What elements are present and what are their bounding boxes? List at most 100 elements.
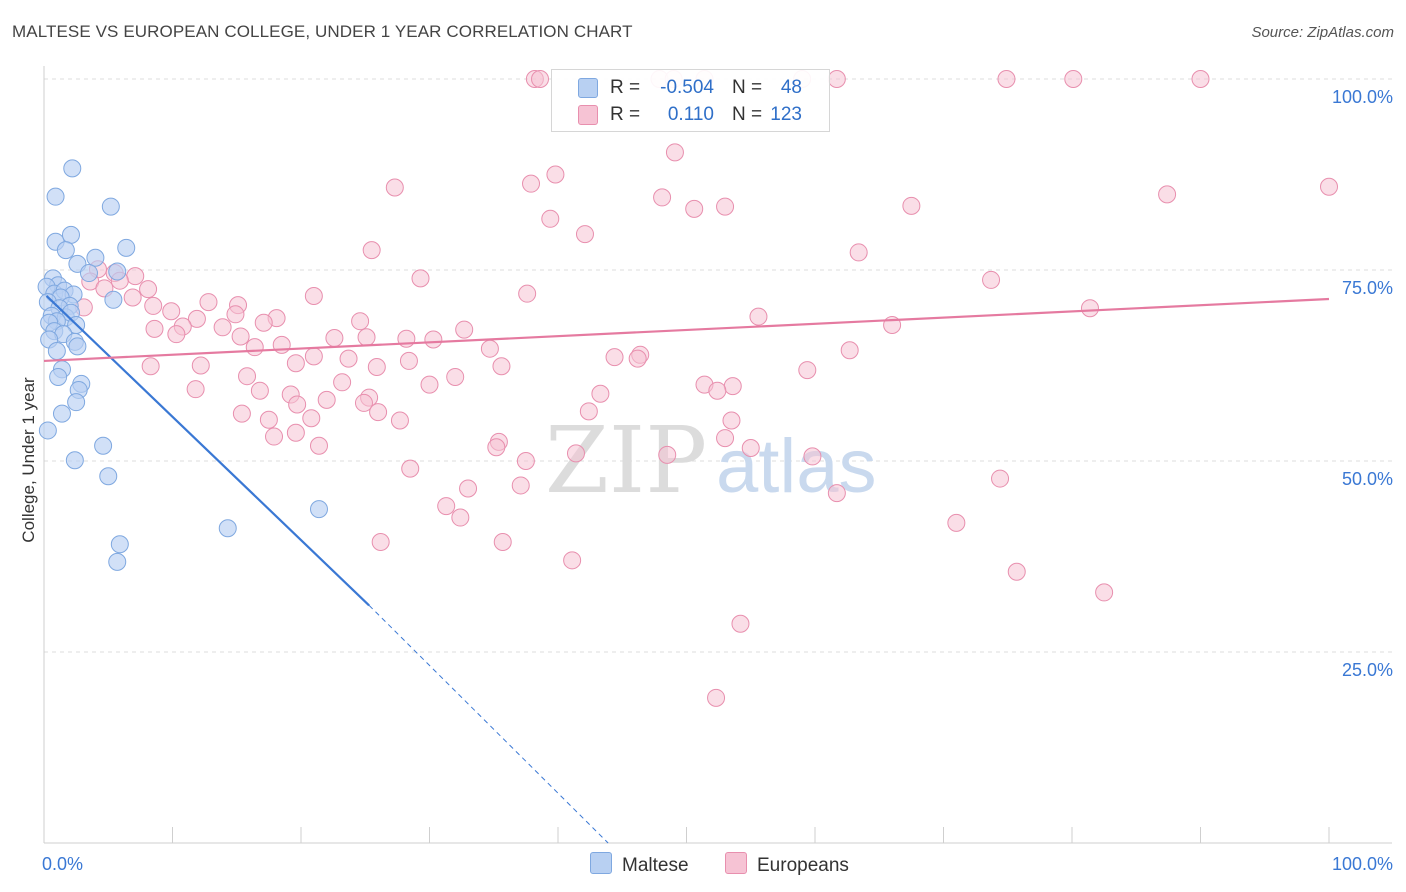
chart-source: Source: ZipAtlas.com bbox=[1251, 24, 1394, 41]
europeans-point bbox=[304, 286, 323, 305]
maltese-point bbox=[101, 197, 120, 216]
maltese-point bbox=[110, 535, 129, 554]
europeans-point bbox=[531, 70, 550, 88]
europeans-point bbox=[518, 284, 537, 303]
legend-r-value: 0.110 bbox=[667, 104, 714, 125]
europeans-point bbox=[199, 293, 218, 312]
europeans-point bbox=[302, 409, 321, 428]
bottom-legend-europeans: Europeans bbox=[725, 852, 849, 877]
europeans-point bbox=[367, 358, 386, 377]
europeans-point bbox=[493, 532, 512, 551]
bottom-legend-maltese: Maltese bbox=[590, 852, 689, 877]
europeans-point bbox=[451, 508, 470, 527]
europeans-point bbox=[167, 325, 186, 344]
watermark-atlas: atlas bbox=[716, 424, 877, 509]
legend-row-maltese: R = -0.504 N = 48 bbox=[552, 75, 829, 101]
maltese-legend-label: Maltese bbox=[622, 855, 689, 876]
maltese-point bbox=[68, 337, 87, 356]
europeans-point bbox=[126, 267, 145, 286]
tick-labels: 25.0% 50.0% 75.0% 100.0% 0.0% 100.0% bbox=[42, 87, 1393, 874]
x-tick-label: 0.0% bbox=[42, 854, 83, 874]
europeans-point bbox=[226, 305, 245, 324]
maltese-point bbox=[108, 552, 127, 571]
europeans-point bbox=[446, 367, 465, 386]
europeans-point bbox=[522, 174, 541, 193]
europeans-point bbox=[541, 209, 560, 228]
europeans-point bbox=[741, 439, 760, 458]
chart-title: MALTESE VS EUROPEAN COLLEGE, UNDER 1 YEA… bbox=[12, 22, 633, 41]
europeans-point bbox=[286, 354, 305, 373]
maltese-point bbox=[86, 248, 105, 267]
maltese-swatch bbox=[578, 78, 598, 98]
maltese-point bbox=[117, 238, 136, 257]
europeans-point bbox=[420, 375, 439, 394]
maltese-point bbox=[56, 241, 75, 260]
y-tick-label: 50.0% bbox=[1342, 469, 1393, 489]
maltese-point bbox=[104, 290, 123, 309]
watermark-zip: ZIP bbox=[545, 407, 707, 514]
maltese-point bbox=[52, 404, 71, 423]
europeans-point bbox=[371, 532, 390, 551]
europeans-point bbox=[144, 296, 163, 315]
europeans-point bbox=[354, 393, 373, 412]
europeans-point bbox=[731, 614, 750, 633]
europeans-point bbox=[605, 348, 624, 367]
europeans-point bbox=[390, 411, 409, 430]
y-tick-label: 100.0% bbox=[1332, 87, 1393, 107]
europeans-point bbox=[162, 302, 181, 321]
axes bbox=[43, 66, 1392, 844]
maltese-point bbox=[46, 187, 65, 206]
europeans-point bbox=[145, 319, 164, 338]
europeans-point bbox=[325, 328, 344, 347]
europeans-point bbox=[333, 373, 352, 392]
europeans-point bbox=[1064, 70, 1083, 88]
europeans-point bbox=[259, 410, 278, 429]
europeans-point bbox=[1095, 583, 1114, 602]
europeans-point bbox=[357, 328, 376, 347]
legend-n-label: N = bbox=[732, 104, 763, 125]
maltese-point bbox=[309, 500, 328, 519]
maltese-trend-line bbox=[45, 295, 370, 607]
europeans-point bbox=[186, 380, 205, 399]
europeans-point bbox=[401, 459, 420, 478]
europeans-point bbox=[707, 688, 726, 707]
maltese-points bbox=[37, 159, 328, 571]
europeans-point bbox=[139, 280, 158, 299]
europeans-point bbox=[723, 377, 742, 396]
europeans-point bbox=[362, 241, 381, 260]
europeans-point bbox=[658, 445, 677, 464]
europeans-point bbox=[399, 351, 418, 370]
maltese-point bbox=[49, 367, 68, 386]
europeans-point bbox=[653, 188, 672, 207]
europeans-point bbox=[997, 70, 1016, 88]
europeans-point bbox=[1320, 177, 1338, 196]
europeans-point bbox=[123, 288, 142, 307]
maltese-point bbox=[99, 467, 118, 486]
europeans-point bbox=[511, 476, 530, 495]
europeans-point bbox=[849, 243, 868, 262]
europeans-point bbox=[563, 551, 582, 570]
trend-lines bbox=[43, 295, 1330, 844]
europeans-point bbox=[685, 199, 704, 218]
europeans-trend-line bbox=[43, 297, 1330, 363]
maltese-point bbox=[67, 393, 86, 412]
europeans-point bbox=[1191, 70, 1210, 88]
europeans-point bbox=[566, 444, 585, 463]
maltese-point bbox=[63, 159, 82, 178]
europeans-point bbox=[265, 427, 284, 446]
europeans-point bbox=[708, 381, 727, 400]
europeans-point bbox=[385, 178, 404, 197]
y-tick-label: 75.0% bbox=[1342, 278, 1393, 298]
maltese-swatch bbox=[590, 852, 612, 874]
legend-n-value: 123 bbox=[770, 104, 802, 125]
europeans-point bbox=[141, 357, 160, 376]
legend-n-label: N = bbox=[732, 77, 763, 98]
legend-r-label: R = bbox=[610, 77, 641, 98]
europeans-point bbox=[716, 197, 735, 216]
europeans-point bbox=[351, 312, 370, 331]
europeans-legend-label: Europeans bbox=[757, 855, 849, 876]
europeans-point bbox=[591, 384, 610, 403]
europeans-point bbox=[304, 347, 323, 366]
grid bbox=[44, 78, 1392, 653]
